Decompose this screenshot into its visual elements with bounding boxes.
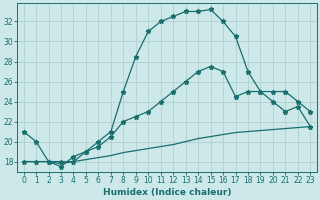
X-axis label: Humidex (Indice chaleur): Humidex (Indice chaleur)	[103, 188, 231, 197]
